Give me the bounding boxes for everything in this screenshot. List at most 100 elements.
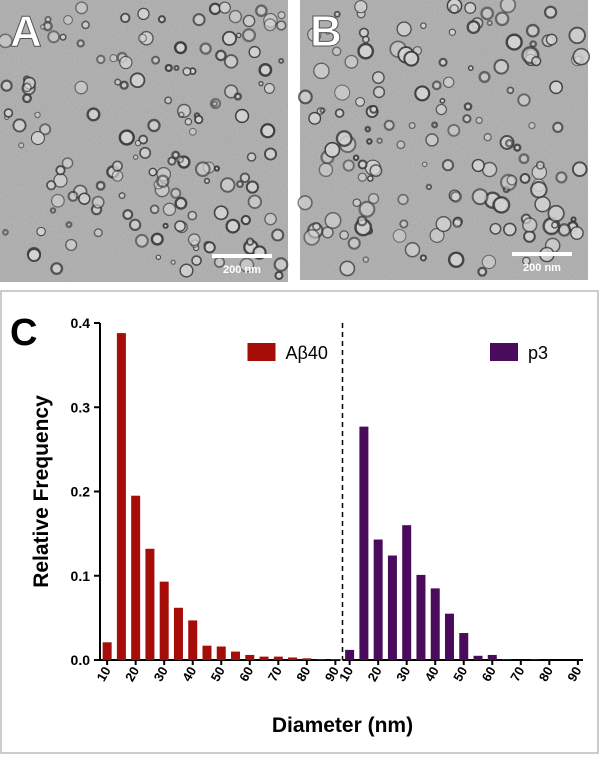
particle <box>489 222 502 235</box>
particle <box>492 196 511 214</box>
bar <box>259 656 269 660</box>
particle <box>47 30 61 44</box>
particle <box>367 175 374 182</box>
particle <box>50 193 65 208</box>
particle <box>431 80 442 91</box>
particle <box>176 155 185 164</box>
particle <box>241 28 257 43</box>
particle <box>86 107 101 122</box>
particle <box>236 180 244 189</box>
particle <box>258 63 273 77</box>
particle <box>174 196 188 210</box>
particle <box>182 67 192 76</box>
particle <box>96 54 106 65</box>
panel-label: B <box>310 7 342 56</box>
particle <box>464 2 477 14</box>
particle <box>321 226 334 239</box>
particle <box>274 270 284 280</box>
particle <box>392 229 407 243</box>
particle <box>245 237 255 246</box>
x-tick-label: 90 <box>564 664 584 684</box>
particle <box>404 241 421 258</box>
particle <box>263 82 275 94</box>
bar <box>202 645 212 660</box>
particle <box>235 32 242 39</box>
particle <box>178 111 185 119</box>
y-tick-label: 0.0 <box>71 652 91 668</box>
particle <box>260 123 276 139</box>
bar <box>473 655 483 660</box>
particle <box>49 207 57 214</box>
particle <box>120 12 131 24</box>
particle <box>148 167 158 177</box>
particle <box>264 212 277 226</box>
bar <box>302 658 312 660</box>
particle <box>449 3 460 14</box>
particle <box>462 114 472 124</box>
particle <box>128 218 142 232</box>
particle <box>312 222 321 231</box>
particle <box>22 82 32 93</box>
particle <box>425 133 439 147</box>
x-tick-label: 40 <box>422 664 442 684</box>
particle <box>486 19 493 27</box>
particle <box>431 121 439 129</box>
particle <box>55 165 66 176</box>
x-tick-label: 30 <box>151 664 171 684</box>
particle <box>480 6 495 21</box>
legend-label: Aβ40 <box>286 343 328 363</box>
particle <box>297 195 313 211</box>
x-tick-label: 10 <box>336 664 356 684</box>
legend-swatch <box>490 343 518 361</box>
x-tick-label: 40 <box>179 664 199 684</box>
particle <box>215 49 227 62</box>
particle <box>155 254 162 260</box>
micrographs: A 200 nm B 200 nm <box>0 0 591 282</box>
particle <box>278 57 285 64</box>
particle <box>95 180 106 191</box>
particle <box>467 65 474 72</box>
y-tick-label: 0.2 <box>71 484 91 500</box>
particle <box>203 241 216 254</box>
particle <box>228 9 243 24</box>
particle <box>383 119 395 131</box>
particle <box>225 218 241 234</box>
particle <box>513 143 522 152</box>
particle <box>218 1 231 14</box>
particle <box>357 42 375 60</box>
particle <box>571 161 588 177</box>
particle <box>75 1 89 15</box>
particle <box>109 54 118 63</box>
particle <box>551 221 559 229</box>
particle <box>466 20 481 35</box>
particle <box>167 156 177 166</box>
particle <box>65 221 73 229</box>
particle <box>528 121 536 130</box>
legend-swatch <box>247 343 276 361</box>
panel-label: A <box>10 7 42 56</box>
particle <box>447 251 465 269</box>
particle <box>557 223 572 237</box>
particle <box>263 18 277 32</box>
particle <box>34 111 41 119</box>
particle <box>213 205 229 221</box>
particle <box>40 24 46 30</box>
particle <box>331 46 342 57</box>
particle <box>372 85 386 99</box>
x-axis-title: Diameter (nm) <box>272 714 413 737</box>
particle <box>187 210 198 221</box>
particle <box>233 92 243 101</box>
particle <box>258 81 264 87</box>
particle <box>419 254 427 262</box>
particle <box>477 266 488 277</box>
particle <box>529 40 538 48</box>
particle <box>494 11 510 27</box>
particle <box>3 108 14 118</box>
particle <box>435 216 452 233</box>
bar <box>188 620 198 660</box>
particle <box>254 4 268 18</box>
particle <box>22 93 32 104</box>
x-tick-label: 70 <box>265 664 285 684</box>
particle <box>570 216 577 223</box>
y-axis-title: Relative Frequency <box>30 395 53 588</box>
